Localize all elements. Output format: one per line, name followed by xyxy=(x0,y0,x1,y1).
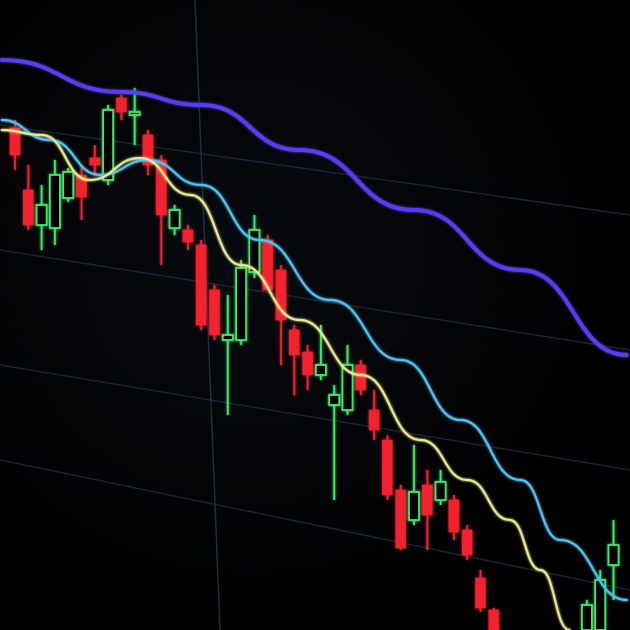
candle-up xyxy=(221,295,234,415)
candle-body xyxy=(314,364,327,376)
candle-body xyxy=(35,204,48,226)
candle-down xyxy=(9,120,21,170)
candle-body xyxy=(302,351,313,376)
candle-up xyxy=(102,105,114,185)
candle-body xyxy=(581,604,593,630)
candle-down xyxy=(302,345,313,390)
candle-down xyxy=(116,95,127,120)
candle-body xyxy=(116,97,127,113)
candle-body xyxy=(23,189,34,226)
candle-body xyxy=(275,269,287,321)
candle-body xyxy=(235,267,248,341)
candle-body xyxy=(328,394,341,406)
candle-body xyxy=(49,174,61,229)
moving-average-slow xyxy=(0,58,629,357)
candle-down xyxy=(275,265,287,365)
candle-down xyxy=(395,485,406,550)
candle-up xyxy=(49,160,61,245)
candle-body xyxy=(156,159,167,216)
candle-body xyxy=(262,239,273,291)
candle-body xyxy=(182,229,194,243)
candle-up xyxy=(434,470,447,505)
candles xyxy=(9,88,620,630)
candle-body xyxy=(448,499,460,533)
candle-up xyxy=(62,168,75,202)
candle-down xyxy=(23,165,34,230)
candle-body xyxy=(461,529,473,556)
candle-body xyxy=(475,577,486,609)
candle-up xyxy=(607,520,620,600)
moving-average-fast xyxy=(0,128,571,630)
candle-body xyxy=(89,157,101,166)
candle-up xyxy=(594,570,607,630)
candle-down xyxy=(461,525,473,560)
moving-average-lines xyxy=(0,58,629,630)
candle-down xyxy=(368,390,380,440)
candle-up xyxy=(128,88,141,145)
candle-body xyxy=(128,111,141,116)
candle-body xyxy=(195,244,207,326)
candle-body xyxy=(408,491,420,521)
candle-down xyxy=(89,145,101,175)
candle-body xyxy=(422,484,433,516)
candle-body xyxy=(9,127,21,156)
candle-body xyxy=(382,439,393,496)
candle-down xyxy=(262,235,273,291)
candle-body xyxy=(248,229,261,273)
candle-down xyxy=(289,325,300,395)
candle-body xyxy=(355,364,367,391)
candle-up xyxy=(235,260,248,345)
candle-body xyxy=(488,609,500,630)
candle-down xyxy=(142,130,154,175)
candle-up xyxy=(168,205,181,235)
candle-down xyxy=(195,240,207,330)
candle-down xyxy=(382,435,393,500)
grid-line xyxy=(0,364,630,471)
moving-average-mid xyxy=(0,118,628,602)
candle-down xyxy=(76,165,87,220)
candle-up xyxy=(408,445,420,525)
candle-down xyxy=(488,608,500,630)
candle-body xyxy=(221,334,234,341)
grid-line xyxy=(0,459,630,591)
candle-body xyxy=(395,489,406,549)
candle-down xyxy=(475,570,486,612)
candle-body xyxy=(209,289,220,336)
candle-body xyxy=(368,409,380,431)
candle-up xyxy=(35,185,48,250)
candle-down xyxy=(209,285,220,340)
candle-down xyxy=(156,155,167,265)
candle-body xyxy=(341,364,354,411)
candle-body xyxy=(142,134,154,166)
candle-up xyxy=(328,385,341,500)
candle-down xyxy=(355,360,367,395)
candle-up xyxy=(581,600,593,630)
grid-line xyxy=(0,249,630,351)
candle-down xyxy=(422,470,433,550)
candle-down xyxy=(448,495,460,540)
candle-body xyxy=(168,209,181,229)
candle-body xyxy=(434,481,447,501)
candle-body xyxy=(102,109,114,181)
candle-body xyxy=(76,174,87,198)
candle-body xyxy=(607,544,620,566)
candle-body xyxy=(289,329,300,356)
candle-body xyxy=(62,171,75,199)
candle-up xyxy=(248,215,261,278)
candle-up xyxy=(341,345,354,415)
candle-down xyxy=(182,225,194,250)
